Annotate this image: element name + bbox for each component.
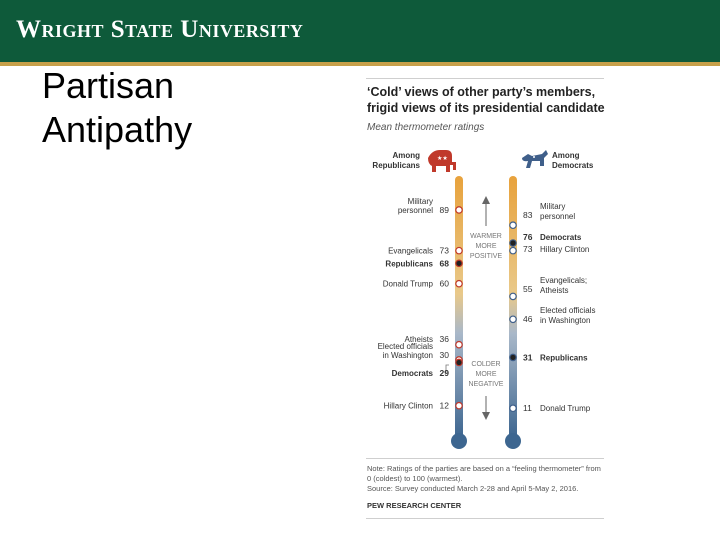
- figure-top-rule: [366, 78, 604, 79]
- rep-value-donald-trump: 60: [440, 279, 450, 289]
- slide-title: Partisan Antipathy: [42, 65, 193, 150]
- rep-label-republicans: Republicans: [385, 259, 433, 268]
- dem-value-military-personnel: 83: [523, 210, 533, 220]
- dem-label-military-personnel-1: personnel: [540, 212, 575, 221]
- warmer-caption-2: POSITIVE: [470, 253, 503, 260]
- rep-thermometer-bulb: [451, 433, 467, 449]
- figure-note-rule: [366, 458, 604, 459]
- rep-label-atheists: Atheists: [405, 335, 433, 344]
- dem-series-label: Among: [552, 151, 580, 160]
- rep-marker-republicans: [455, 259, 463, 268]
- dem-label-donald-trump: Donald Trump: [540, 404, 591, 413]
- rep-label-military-personnel-1: personnel: [398, 206, 433, 215]
- dem-value-donald-trump: 11: [523, 403, 532, 413]
- figure-bottom-rule: [366, 518, 604, 519]
- dem-value-republicans: 31: [523, 352, 533, 362]
- rep-label-donald-trump: Donald Trump: [383, 280, 434, 289]
- dem-label-republicans: Republicans: [540, 353, 588, 362]
- svg-text:★★: ★★: [437, 155, 448, 162]
- dem-label-military-personnel: Military: [540, 202, 565, 211]
- dem-label-elected-officials-in-washington-1: in Washington: [540, 316, 590, 325]
- rep-value-evangelicals: 73: [440, 246, 450, 256]
- dem-thermometer-tube: [509, 176, 517, 438]
- donkey-icon: [522, 150, 548, 168]
- figure-title: ‘Cold’ views of other party’s members, f…: [367, 84, 607, 116]
- rep-bracket: [445, 364, 449, 374]
- dem-label-elected-officials-in-washington: Elected officials: [540, 306, 595, 315]
- figure-note: Note: Ratings of the parties are based o…: [367, 464, 607, 494]
- dem-value-democrats: 76: [523, 232, 533, 242]
- rep-marker-evangelicals: [455, 246, 463, 255]
- figure-title-line1: ‘Cold’ views of other party’s members,: [367, 85, 596, 99]
- dem-series-label-2: Democrats: [552, 161, 594, 170]
- figure-note-text: Note: Ratings of the parties are based o…: [367, 464, 601, 483]
- rep-label-evangelicals: Evangelicals: [388, 247, 433, 256]
- dem-value-evangelicals-atheists: 55: [523, 284, 533, 294]
- warmer-caption-0: WARMER: [470, 233, 502, 240]
- dem-marker-republicans: [509, 353, 517, 362]
- colder-caption-1: MORE: [476, 371, 497, 378]
- colder-caption-0: COLDER: [471, 361, 500, 368]
- dem-marker-elected-officials-in-washington: [509, 315, 517, 324]
- elephant-icon: ★★: [428, 150, 456, 172]
- university-wordmark: Wright State University: [16, 16, 304, 43]
- rep-value-elected-officials-in-washington: 30: [440, 350, 450, 360]
- rep-value-democrats: 29: [440, 368, 450, 378]
- dem-label-evangelicals-atheists: Evangelicals;: [540, 276, 587, 285]
- rep-marker-democrats: [455, 358, 463, 367]
- dem-label-evangelicals-atheists-1: Atheists: [540, 286, 568, 295]
- dem-marker-military-personnel: [509, 221, 517, 230]
- figure-subtitle: Mean thermometer ratings: [367, 122, 485, 133]
- dem-thermometer-bulb: [505, 433, 521, 449]
- rep-value-military-personnel: 89: [440, 205, 450, 215]
- dem-marker-hillary-clinton: [509, 246, 517, 255]
- dem-marker-evangelicals-atheists: [509, 292, 517, 301]
- dem-marker-donald-trump: [509, 404, 517, 413]
- figure-title-line2: frigid views of its presidential candida…: [367, 101, 605, 115]
- dem-label-hillary-clinton: Hillary Clinton: [540, 245, 589, 254]
- banner-gold-stripe: [0, 62, 720, 66]
- rep-thermometer-tube: [455, 176, 463, 438]
- rep-label-hillary-clinton: Hillary Clinton: [384, 402, 433, 411]
- rep-marker-atheists: [455, 340, 463, 349]
- rep-value-republicans: 68: [440, 258, 450, 268]
- rep-label-elected-officials-in-washington-1: in Washington: [383, 351, 433, 360]
- rep-value-hillary-clinton: 12: [440, 401, 450, 411]
- dem-marker-democrats: [509, 239, 517, 247]
- colder-caption-2: NEGATIVE: [469, 381, 504, 388]
- university-banner: Wright State University: [0, 0, 720, 62]
- rep-series-label-2: Republicans: [372, 161, 420, 170]
- dem-value-elected-officials-in-washington: 46: [523, 314, 533, 324]
- rep-series-label: Among: [392, 151, 420, 160]
- rep-value-atheists: 36: [440, 334, 450, 344]
- rep-label-elected-officials-in-washington: Elected officials: [378, 342, 433, 351]
- rep-label-democrats: Democrats: [392, 369, 434, 378]
- rep-label-military-personnel: Military: [408, 197, 433, 206]
- figure-credit: PEW RESEARCH CENTER: [367, 501, 462, 510]
- rep-marker-hillary-clinton: [455, 401, 463, 410]
- rep-marker-donald-trump: [455, 279, 463, 288]
- warmer-caption-1: MORE: [476, 243, 497, 250]
- dem-label-democrats: Democrats: [540, 233, 582, 242]
- dem-value-hillary-clinton: 73: [523, 244, 533, 254]
- figure-source-text: Source: Survey conducted March 2-28 and …: [367, 484, 579, 493]
- rep-marker-military-personnel: [455, 206, 463, 214]
